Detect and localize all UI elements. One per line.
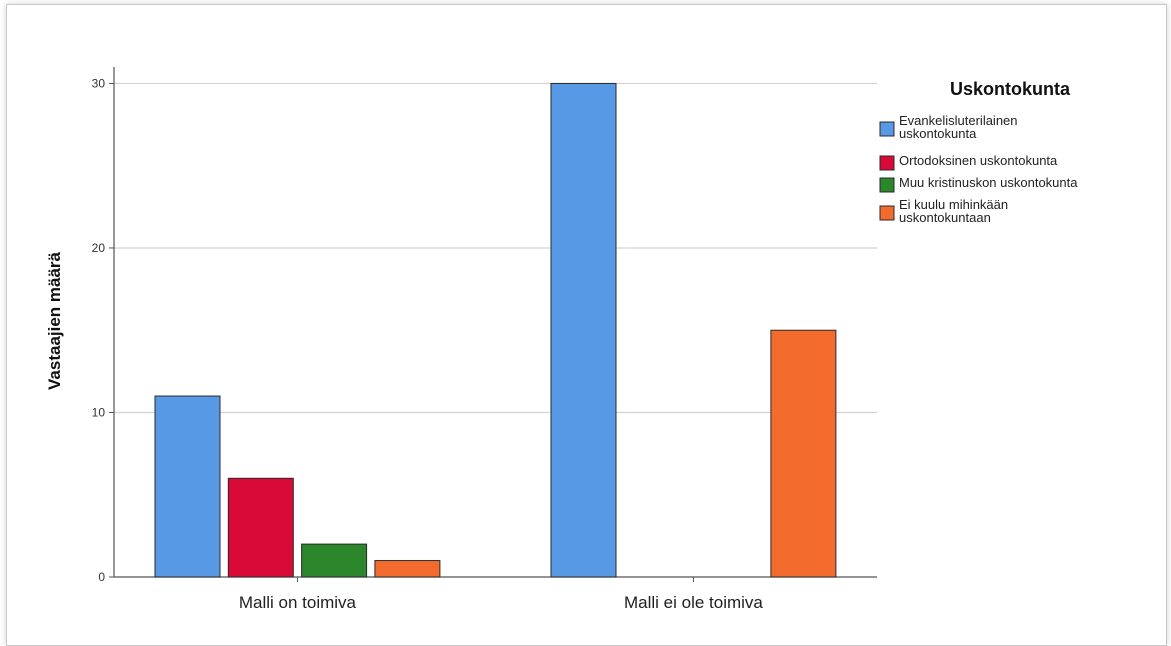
- legend-title: Uskontokunta: [950, 79, 1071, 99]
- bar-2-series-4: [770, 329, 837, 578]
- bars: [154, 82, 837, 578]
- y-axis-title: Vastaajien määrä: [45, 251, 64, 390]
- legend-label: Evankelisluterilainen uskontokunta: [899, 113, 1018, 141]
- axes: [109, 67, 877, 582]
- bar-1-series-2: [227, 477, 294, 578]
- bar-chart: 0 10 20 30 Malli on toimiva Malli ei ole toim…: [45, 67, 1078, 612]
- legend-swatch: [879, 205, 895, 221]
- legend-item: Muu kristinuskon uskontokunta: [879, 175, 1078, 193]
- legend-swatch: [879, 155, 895, 171]
- y-tick-label: 30: [92, 76, 106, 90]
- legend-item: Evankelisluterilainen uskontokunta: [879, 113, 1018, 141]
- y-tick-label: 10: [92, 405, 106, 419]
- bar-1-series-3: [301, 543, 368, 578]
- bar-2-series-1: [550, 82, 617, 578]
- bar-1-series-4: [374, 560, 441, 578]
- x-category-label: Malli on toimiva: [239, 593, 357, 612]
- legend-item: Ortodoksinen uskontokunta: [879, 153, 1058, 171]
- y-tick-label: 0: [98, 570, 105, 584]
- chart-frame: 0 10 20 30 Malli on toimiva Malli ei ole toim…: [6, 4, 1167, 646]
- legend-label: Muu kristinuskon uskontokunta: [899, 175, 1078, 190]
- gridlines: [114, 82, 877, 414]
- y-tick-label: 20: [92, 241, 106, 255]
- legend-swatch: [879, 121, 895, 137]
- tick-labels: 0 10 20 30 Malli on toimiva Malli ei ole toim…: [92, 76, 764, 612]
- x-category-label: Malli ei ole toimiva: [624, 593, 763, 612]
- bar-1-series-1: [154, 395, 221, 578]
- legend: Uskontokunta Evankelisluterilainen uskont…: [879, 79, 1078, 225]
- legend-label: Ei kuulu mihinkään uskontokuntaan: [899, 197, 1008, 225]
- legend-item: Ei kuulu mihinkään uskontokuntaan: [879, 197, 1008, 225]
- legend-swatch: [879, 177, 895, 193]
- legend-label: Ortodoksinen uskontokunta: [899, 153, 1058, 168]
